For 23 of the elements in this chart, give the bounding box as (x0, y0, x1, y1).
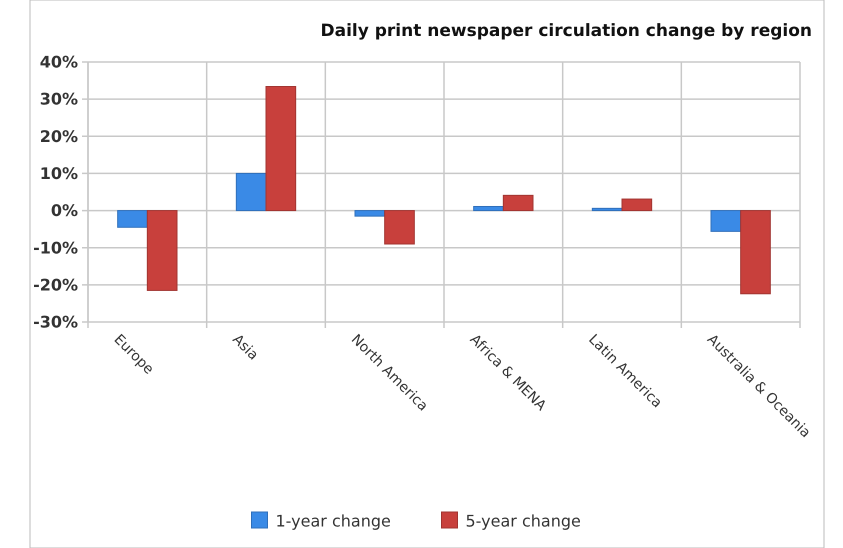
bar (592, 208, 622, 212)
y-tick-label: -20% (33, 275, 78, 294)
bar (354, 210, 386, 217)
legend-label: 1-year change (276, 512, 391, 531)
bar (266, 86, 296, 212)
y-tick-label: 20% (40, 126, 78, 146)
bar (502, 194, 534, 212)
legend-label: 5-year change (466, 512, 581, 531)
bar (710, 210, 742, 232)
bar (622, 198, 652, 212)
y-tick-label: -10% (33, 238, 78, 258)
bar (384, 210, 415, 244)
y-tick-label: 30% (40, 90, 78, 109)
y-tick-label: -30% (33, 312, 78, 332)
y-tick-label: 40% (40, 52, 78, 72)
y-tick-label: 0% (50, 201, 78, 220)
bar (236, 172, 266, 212)
bar (117, 210, 148, 228)
bar (473, 206, 504, 212)
y-tick-label: 10% (40, 164, 78, 184)
chart-title: Daily print newspaper circulation change by region (320, 21, 812, 41)
bar (740, 210, 771, 294)
bar (146, 210, 178, 291)
